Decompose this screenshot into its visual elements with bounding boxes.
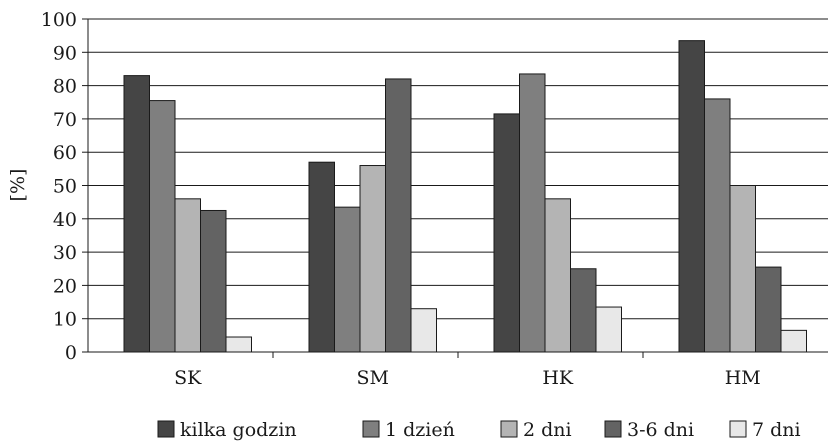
bar-sm-series-0 (308, 161, 335, 353)
bar-sk-series-2 (174, 198, 201, 353)
legend-swatch (729, 420, 747, 438)
x-category-labels: SK SM HK HM (174, 367, 761, 389)
legend-label: 2 dni (523, 419, 572, 441)
bar-hm-series-3 (755, 266, 782, 353)
y-tick-label: 50 (53, 176, 77, 198)
bar-hk-series-3 (570, 268, 597, 353)
legend-swatch (362, 420, 380, 438)
legend-label: kilka godzin (180, 419, 297, 441)
x-category-label: HK (542, 367, 574, 389)
y-tick-label: 60 (53, 142, 77, 164)
x-category-label: HM (725, 367, 761, 389)
y-tick-labels: 0 10 20 30 40 50 60 70 80 90 100 (41, 9, 77, 364)
bar-sk-series-4 (225, 336, 252, 353)
bar-sm-series-3 (385, 78, 412, 353)
axes (82, 18, 828, 358)
x-category-label: SK (174, 367, 202, 389)
bar-sm-series-1 (334, 206, 361, 353)
bar-hm-series-2 (729, 185, 756, 353)
y-tick-label: 30 (53, 242, 77, 264)
bar-sk-series-3 (200, 209, 227, 353)
legend-swatch (157, 420, 175, 438)
y-tick-label: 10 (53, 309, 77, 331)
bar-hm-series-1 (704, 98, 731, 353)
bar-sm-series-4 (410, 308, 437, 353)
bar-hk-series-0 (493, 113, 520, 353)
legend-swatch (500, 420, 518, 438)
legend-label: 7 dni (752, 419, 801, 441)
bar-hk-series-2 (544, 198, 571, 353)
y-tick-label: 70 (53, 109, 77, 131)
bar-sm-series-2 (359, 165, 386, 353)
y-tick-label: 0 (65, 342, 77, 364)
bar-hk-series-4 (595, 306, 622, 353)
y-tick-label: 90 (53, 42, 77, 64)
y-tick-label: 100 (41, 9, 77, 31)
legend-label: 3-6 dni (627, 419, 694, 441)
bar-hm-series-0 (678, 40, 705, 353)
y-tick-label: 40 (53, 209, 77, 231)
x-category-label: SM (357, 367, 389, 389)
legend-swatch (604, 420, 622, 438)
bar-sk-series-0 (123, 75, 150, 353)
y-axis-label: [%] (7, 169, 29, 202)
bar-sk-series-1 (149, 100, 176, 353)
legend: kilka godzin 1 dzień 2 dni 3-6 dni 7 dni (157, 419, 801, 441)
y-tick-label: 20 (53, 275, 77, 297)
y-tick-label: 80 (53, 76, 77, 98)
bar-hm-series-4 (780, 329, 807, 353)
bars (123, 40, 807, 353)
legend-label: 1 dzień (385, 419, 455, 441)
bar-hk-series-1 (519, 73, 546, 353)
